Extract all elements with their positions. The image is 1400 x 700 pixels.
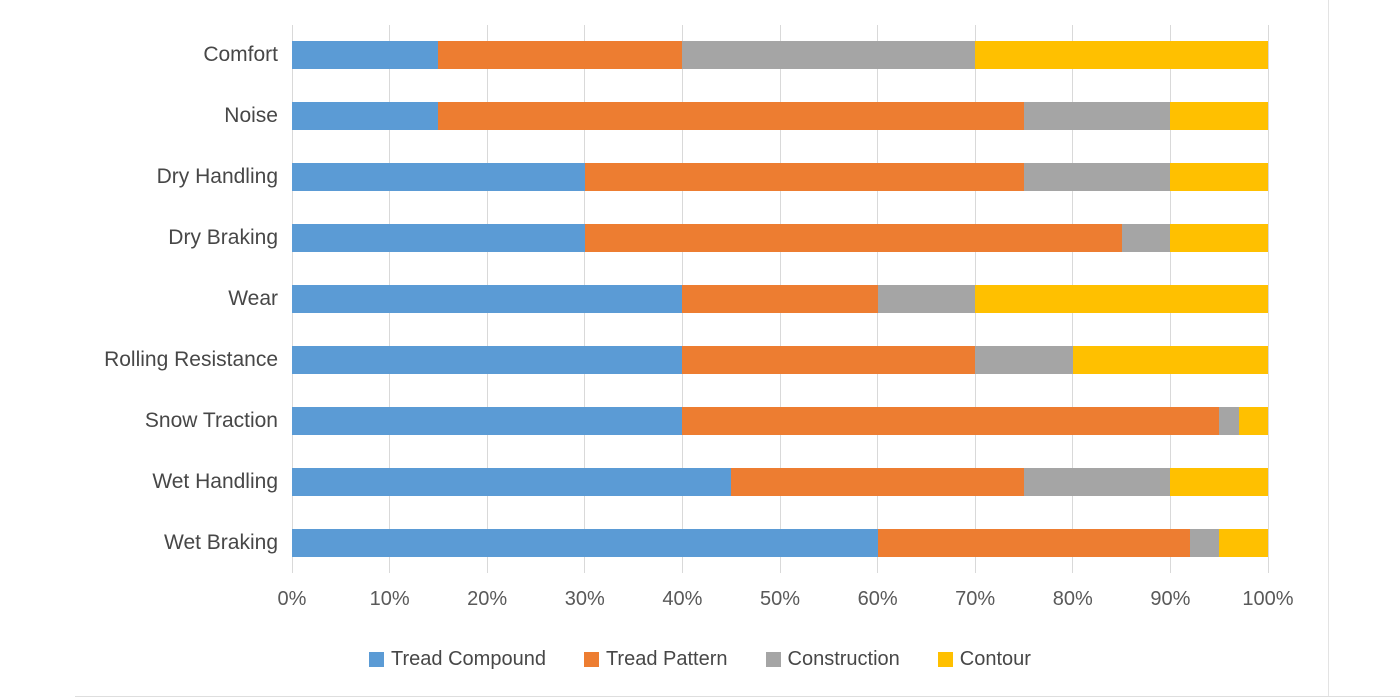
frame-right-line: [1328, 0, 1329, 697]
x-axis-tick-label: 20%: [467, 588, 508, 610]
bar-segment-tread-compound: [292, 528, 878, 557]
bar-segment-construction: [1023, 163, 1171, 192]
bar-row-rolling-resistance: [292, 345, 1268, 374]
x-axis-tick-label: 40%: [662, 588, 703, 610]
bar-row-noise: [292, 102, 1268, 131]
bar-segment-tread-pattern: [682, 345, 976, 374]
bar-segment-construction: [975, 345, 1073, 374]
bar-segment-tread-pattern: [584, 224, 1122, 253]
legend-label: Construction: [787, 647, 900, 670]
bar-segment-contour: [1170, 163, 1268, 192]
category-label-comfort: Comfort: [203, 43, 278, 67]
bar-segment-tread-compound: [292, 467, 732, 496]
legend-item-construction: Construction: [765, 647, 900, 671]
bar-segment-tread-compound: [292, 406, 683, 435]
category-label-dry-braking: Dry Braking: [168, 226, 278, 250]
x-axis-tick-label: 30%: [564, 588, 605, 610]
bar-segment-contour: [1170, 224, 1268, 253]
bar-segment-tread-compound: [292, 345, 683, 374]
bar-segment-tread-pattern: [438, 102, 1024, 131]
bar-segment-construction: [682, 41, 976, 70]
bar-segment-contour: [1072, 345, 1268, 374]
bar-segment-contour: [975, 285, 1268, 313]
bar-segment-construction: [1121, 224, 1171, 253]
bar-segment-tread-pattern: [438, 41, 683, 70]
bar-row-dry-handling: [292, 163, 1268, 192]
bar-segment-tread-pattern: [584, 163, 1024, 192]
bar-segment-construction: [1189, 528, 1220, 557]
x-axis-tick-label: 90%: [1150, 588, 1191, 610]
legend-label: Tread Pattern: [605, 647, 728, 670]
x-axis-tick-label: 60%: [857, 588, 898, 610]
bar-segment-construction: [1023, 102, 1171, 131]
bar-segment-tread-pattern: [731, 467, 1024, 496]
bar-segment-tread-compound: [292, 163, 585, 192]
legend-label: Contour: [959, 647, 1031, 670]
bar-segment-construction: [1219, 406, 1239, 435]
category-label-snow-traction: Snow Traction: [144, 408, 278, 432]
legend-label: Tread Compound: [391, 647, 546, 670]
category-label-wet-braking: Wet Braking: [164, 530, 278, 554]
x-axis-tick-label: 80%: [1052, 588, 1093, 610]
bar-segment-tread-pattern: [682, 285, 878, 313]
legend: Tread Compound Tread Pattern Construction C…: [0, 644, 1400, 674]
x-axis-tick-label: 70%: [955, 588, 996, 610]
category-label-rolling-resistance: Rolling Resistance: [104, 347, 278, 371]
legend-swatch-icon: [937, 651, 953, 667]
bar-segment-contour: [1219, 528, 1268, 557]
x-axis-tick-label: 50%: [759, 588, 801, 610]
bar-row-wet-braking: [292, 528, 1268, 557]
frame-bottom-line: [75, 696, 1400, 697]
legend-swatch-icon: [369, 651, 385, 667]
bar-segment-construction: [877, 285, 976, 313]
bar-segment-tread-compound: [292, 224, 585, 253]
category-label-wet-handling: Wet Handling: [152, 469, 278, 493]
plot-area: [291, 25, 1269, 573]
bar-row-snow-traction: [292, 406, 1268, 435]
x-axis-tick-label: 0%: [277, 588, 307, 610]
legend-item-contour: Contour: [937, 647, 1031, 671]
legend-swatch-icon: [583, 651, 599, 667]
bar-row-comfort: [292, 41, 1268, 70]
bar-row-dry-braking: [292, 224, 1268, 253]
bar-row-wet-handling: [292, 467, 1268, 496]
bar-segment-contour: [1170, 102, 1268, 131]
bar-row-wear: [292, 285, 1268, 313]
category-label-noise: Noise: [224, 104, 278, 128]
legend-item-tread-compound: Tread Compound: [369, 648, 546, 671]
x-axis-tick-label: 100%: [1242, 588, 1294, 610]
legend-swatch-icon: [765, 651, 781, 667]
bar-segment-construction: [1023, 467, 1171, 496]
bar-segment-tread-compound: [292, 41, 439, 70]
bar-segment-tread-compound: [292, 102, 439, 131]
gridline-100%: [1267, 25, 1269, 573]
x-axis-tick-label: 10%: [369, 588, 410, 610]
bar-segment-contour: [1170, 467, 1268, 496]
category-label-dry-handling: Dry Handling: [156, 165, 278, 189]
bar-segment-contour: [975, 41, 1268, 70]
bar-segment-tread-compound: [292, 285, 683, 313]
bar-segment-tread-pattern: [877, 528, 1190, 557]
bar-segment-contour: [1238, 406, 1268, 435]
category-label-wear: Wear: [228, 287, 278, 310]
legend-item-tread-pattern: Tread Pattern: [583, 647, 728, 671]
bar-segment-tread-pattern: [682, 406, 1220, 435]
